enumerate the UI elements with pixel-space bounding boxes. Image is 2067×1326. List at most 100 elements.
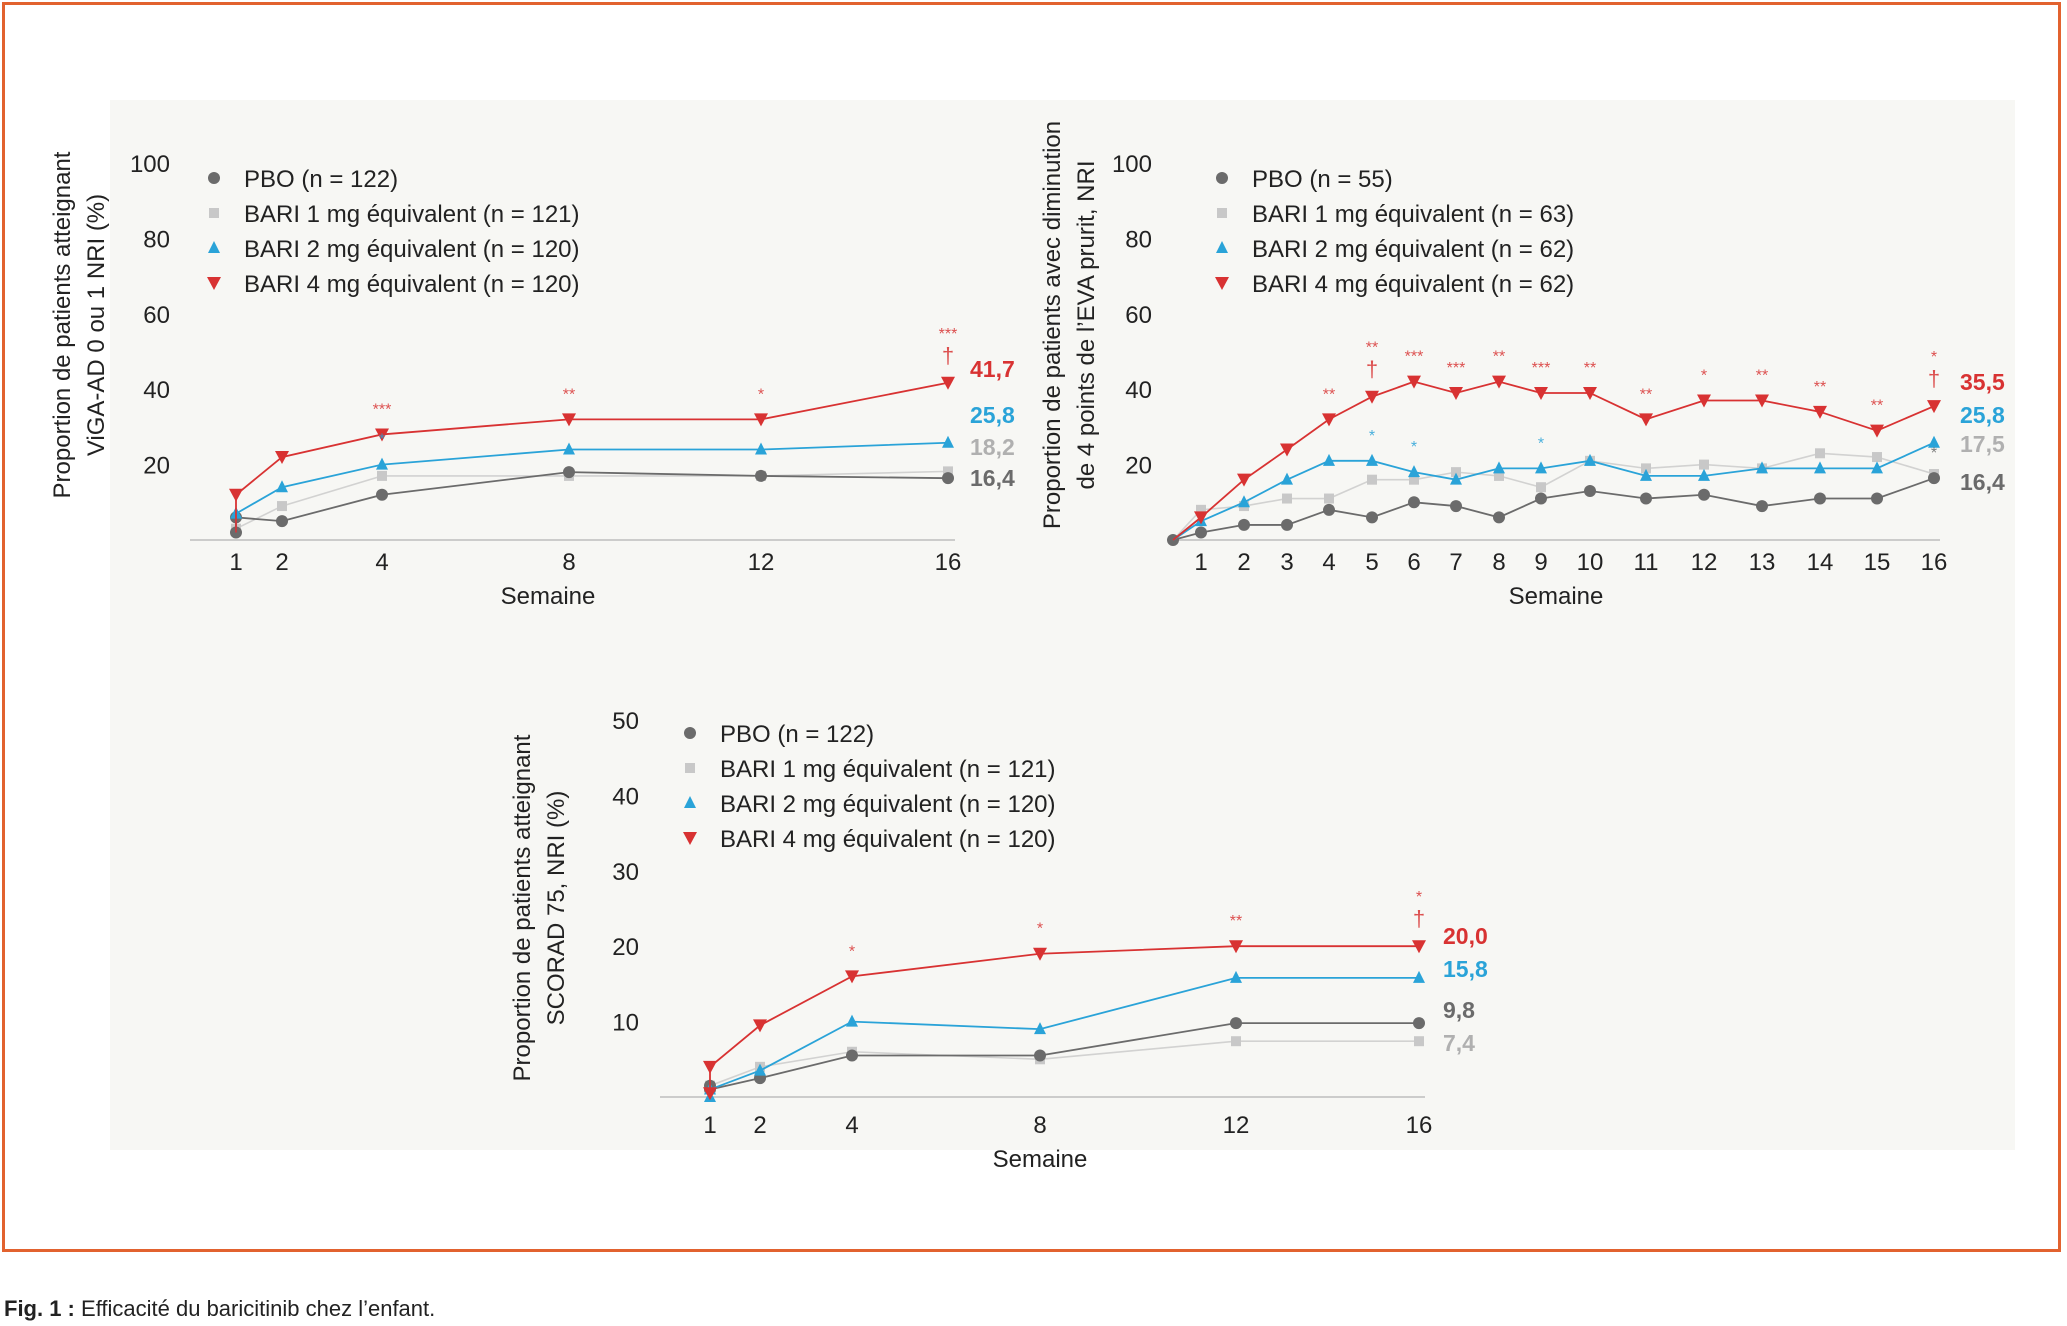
- end-value-label: 16,4: [970, 465, 1015, 491]
- legend-label: BARI 1 mg équivalent (n = 63): [1252, 201, 1574, 228]
- legend-label: BARI 4 mg équivalent (n = 120): [720, 826, 1056, 853]
- legend-marker-bari1: [1217, 208, 1227, 218]
- legend-marker-bari4: [1215, 277, 1229, 290]
- legend-label: BARI 2 mg équivalent (n = 120): [244, 236, 580, 263]
- legend-label: BARI 4 mg équivalent (n = 62): [1252, 271, 1574, 298]
- x-tick-label: 11: [1634, 549, 1659, 576]
- data-point: [1698, 488, 1710, 501]
- legend-marker-pbo: [1216, 172, 1228, 184]
- data-point: [1927, 400, 1941, 414]
- data-point: [1699, 459, 1709, 470]
- x-tick-label: 14: [1807, 549, 1834, 576]
- legend-label: BARI 2 mg équivalent (n = 120): [720, 791, 1056, 818]
- significance-mark: †: [1413, 906, 1425, 931]
- series-line-bari4: [1172, 380, 1935, 541]
- data-point: [1413, 970, 1425, 983]
- y-tick-label: 40: [612, 783, 639, 810]
- end-value-label: 41,7: [970, 356, 1015, 382]
- y-tick-label: 100: [1112, 151, 1152, 178]
- data-point: [1928, 435, 1940, 448]
- x-tick-label: 16: [1406, 1112, 1433, 1139]
- figure-background: [110, 100, 2015, 1150]
- data-point: [1195, 526, 1207, 539]
- data-point: [562, 413, 576, 427]
- y-tick-label: 60: [143, 302, 170, 329]
- significance-mark: **: [1230, 913, 1242, 930]
- data-point: [1583, 386, 1597, 400]
- y-axis-title: Proportion de patients avec diminution: [1039, 121, 1066, 529]
- data-point: [1413, 1017, 1425, 1030]
- significance-mark: ***: [1405, 349, 1424, 366]
- data-point: [1494, 470, 1504, 481]
- data-point: [276, 515, 288, 528]
- significance-mark: *: [849, 943, 855, 960]
- data-point: [375, 428, 389, 442]
- x-tick-label: 3: [1280, 549, 1293, 576]
- data-point: [1230, 1017, 1242, 1030]
- data-point: [754, 413, 768, 427]
- data-point: [845, 970, 859, 984]
- data-point: [1034, 1049, 1046, 1062]
- data-point: [1409, 474, 1419, 485]
- y-tick-label: 20: [1125, 453, 1152, 480]
- x-tick-label: 4: [375, 549, 388, 576]
- data-point: [1323, 503, 1335, 516]
- x-tick-label: 7: [1449, 549, 1462, 576]
- end-value-label: 9,8: [1443, 997, 1475, 1023]
- data-point: [846, 1014, 858, 1027]
- data-point: [1231, 1036, 1241, 1047]
- x-tick-label: 6: [1407, 549, 1420, 576]
- data-point: [1450, 472, 1462, 485]
- data-point: [1639, 413, 1653, 427]
- data-point: [1641, 463, 1651, 474]
- y-axis-title: Proportion de patients atteignant: [509, 734, 536, 1081]
- series-line-bari1: [709, 1040, 1419, 1090]
- significance-mark: **: [1366, 340, 1378, 357]
- significance-mark: **: [1640, 386, 1652, 403]
- x-tick-label: 2: [753, 1112, 766, 1139]
- y-axis-title: ViGA-AD 0 ou 1 NRI (%): [83, 194, 110, 456]
- y-tick-label: 20: [612, 934, 639, 961]
- data-point: [1755, 394, 1769, 408]
- significance-mark: ***: [373, 401, 392, 418]
- x-tick-label: 16: [1921, 549, 1948, 576]
- x-tick-label: 15: [1864, 549, 1891, 576]
- end-value-label: 15,8: [1443, 956, 1488, 982]
- significance-mark: *: [1931, 349, 1937, 366]
- data-point: [1756, 500, 1768, 513]
- data-point: [753, 1019, 767, 1033]
- data-point: [755, 442, 767, 455]
- series-line-bari1: [235, 470, 949, 533]
- significance-mark: **: [563, 386, 575, 403]
- data-point: [1640, 468, 1652, 481]
- legend-marker-bari4: [207, 277, 221, 290]
- data-point: [277, 501, 287, 512]
- legend-label: PBO (n = 55): [1252, 166, 1393, 193]
- data-point: [1815, 448, 1825, 459]
- data-point: [1322, 413, 1336, 427]
- significance-mark: *: [1037, 921, 1043, 938]
- significance-mark: †: [1928, 366, 1940, 391]
- data-point: [1229, 940, 1243, 954]
- end-value-label: 20,0: [1443, 923, 1488, 949]
- data-point: [1238, 495, 1250, 508]
- x-tick-label: 12: [1223, 1112, 1250, 1139]
- x-tick-label: 9: [1534, 549, 1547, 576]
- x-tick-label: 12: [1691, 549, 1718, 576]
- significance-mark: *: [758, 386, 764, 403]
- data-point: [1366, 453, 1378, 466]
- data-point: [1698, 468, 1710, 481]
- significance-mark: *: [379, 432, 385, 449]
- data-point: [1367, 474, 1377, 485]
- x-tick-label: 13: [1749, 549, 1776, 576]
- data-point: [1697, 394, 1711, 408]
- x-axis-title: Semaine: [501, 583, 596, 610]
- legend-marker-bari2: [684, 796, 696, 808]
- data-point: [1584, 484, 1596, 497]
- y-axis-title: Proportion de patients atteignant: [49, 151, 76, 498]
- data-point: [703, 1060, 717, 1074]
- data-point: [941, 376, 955, 390]
- data-point: [1408, 465, 1420, 478]
